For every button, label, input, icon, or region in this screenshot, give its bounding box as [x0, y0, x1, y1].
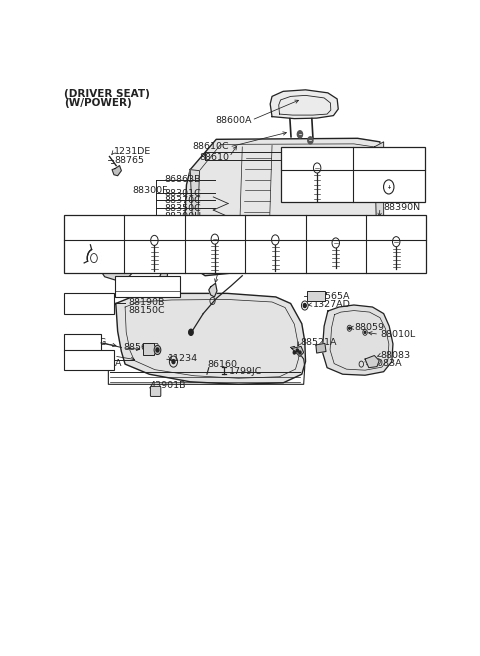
Text: 88059: 88059	[85, 352, 115, 361]
Circle shape	[172, 359, 175, 363]
Polygon shape	[365, 356, 379, 367]
Text: 1241AA: 1241AA	[196, 223, 233, 232]
Text: 88610: 88610	[199, 152, 229, 161]
Text: 88390N: 88390N	[384, 203, 421, 212]
Text: 88390H: 88390H	[164, 212, 202, 220]
Polygon shape	[316, 343, 326, 353]
Text: 11291: 11291	[260, 223, 290, 232]
Text: 43901B: 43901B	[149, 381, 186, 390]
FancyBboxPatch shape	[307, 291, 325, 301]
Text: 1018AA: 1018AA	[299, 154, 336, 163]
Polygon shape	[112, 165, 121, 176]
Circle shape	[154, 346, 161, 354]
Text: 88010L: 88010L	[380, 330, 415, 338]
Circle shape	[297, 131, 302, 138]
Polygon shape	[270, 90, 338, 119]
Polygon shape	[99, 251, 134, 281]
Text: 88030L: 88030L	[134, 240, 170, 249]
FancyBboxPatch shape	[150, 386, 161, 396]
Text: 88610C: 88610C	[192, 142, 229, 152]
FancyBboxPatch shape	[64, 293, 114, 314]
Text: 86863B: 86863B	[165, 175, 202, 184]
Text: 88057A: 88057A	[85, 359, 122, 368]
Polygon shape	[116, 293, 305, 384]
Polygon shape	[209, 283, 217, 297]
Text: 1799JC: 1799JC	[229, 367, 263, 376]
Text: 11234: 11234	[168, 354, 198, 363]
Text: 86863B: 86863B	[384, 216, 420, 226]
Circle shape	[303, 304, 306, 308]
Circle shape	[364, 331, 366, 333]
Text: 1017CB: 1017CB	[317, 223, 354, 232]
FancyBboxPatch shape	[64, 215, 426, 273]
Text: 1249BA: 1249BA	[378, 223, 415, 232]
Text: 88190B: 88190B	[129, 298, 165, 307]
Text: 88370C: 88370C	[165, 196, 202, 205]
Text: 88057A: 88057A	[166, 251, 203, 260]
Polygon shape	[322, 305, 393, 375]
Polygon shape	[190, 170, 200, 255]
FancyBboxPatch shape	[64, 334, 101, 352]
Text: 88083: 88083	[381, 350, 411, 359]
FancyBboxPatch shape	[64, 350, 114, 370]
Polygon shape	[292, 346, 304, 357]
Polygon shape	[183, 138, 384, 276]
Text: 88150C: 88150C	[129, 306, 166, 315]
Text: 88301C: 88301C	[165, 190, 202, 198]
Circle shape	[348, 327, 350, 329]
Text: 1243BC: 1243BC	[136, 223, 173, 232]
Circle shape	[299, 351, 301, 354]
Circle shape	[156, 348, 159, 352]
Text: 88083A: 88083A	[365, 359, 402, 368]
Text: (W/POWER): (W/POWER)	[64, 98, 132, 108]
Text: 88300F: 88300F	[132, 186, 168, 195]
Text: 88500G: 88500G	[69, 338, 107, 347]
Text: 88170: 88170	[140, 280, 170, 289]
Text: 88600A: 88600A	[215, 115, 252, 125]
Text: 88170D: 88170D	[140, 287, 177, 297]
Text: 88567B: 88567B	[220, 260, 256, 270]
FancyBboxPatch shape	[115, 276, 180, 297]
Text: 88100C: 88100C	[73, 300, 109, 310]
Circle shape	[189, 329, 193, 335]
Text: 88350C: 88350C	[165, 203, 202, 213]
FancyBboxPatch shape	[144, 343, 155, 354]
Circle shape	[296, 349, 299, 352]
Text: 1231DE: 1231DE	[114, 148, 151, 157]
Circle shape	[293, 351, 296, 354]
Text: 88565A: 88565A	[313, 293, 349, 301]
Text: -0: -0	[398, 182, 408, 192]
Text: 88561B: 88561B	[123, 344, 160, 352]
Polygon shape	[374, 142, 384, 248]
Text: 00824: 00824	[374, 154, 404, 163]
Text: (DRIVER SEAT): (DRIVER SEAT)	[64, 89, 150, 99]
Text: 1327AD: 1327AD	[313, 300, 351, 309]
FancyBboxPatch shape	[281, 147, 424, 203]
Text: 86160: 86160	[207, 360, 237, 369]
Text: 88059: 88059	[354, 323, 384, 332]
Text: 88183B: 88183B	[76, 223, 112, 232]
Circle shape	[308, 137, 313, 144]
Polygon shape	[160, 266, 168, 282]
Text: 88521A: 88521A	[300, 338, 336, 348]
Text: 88765: 88765	[114, 156, 144, 165]
